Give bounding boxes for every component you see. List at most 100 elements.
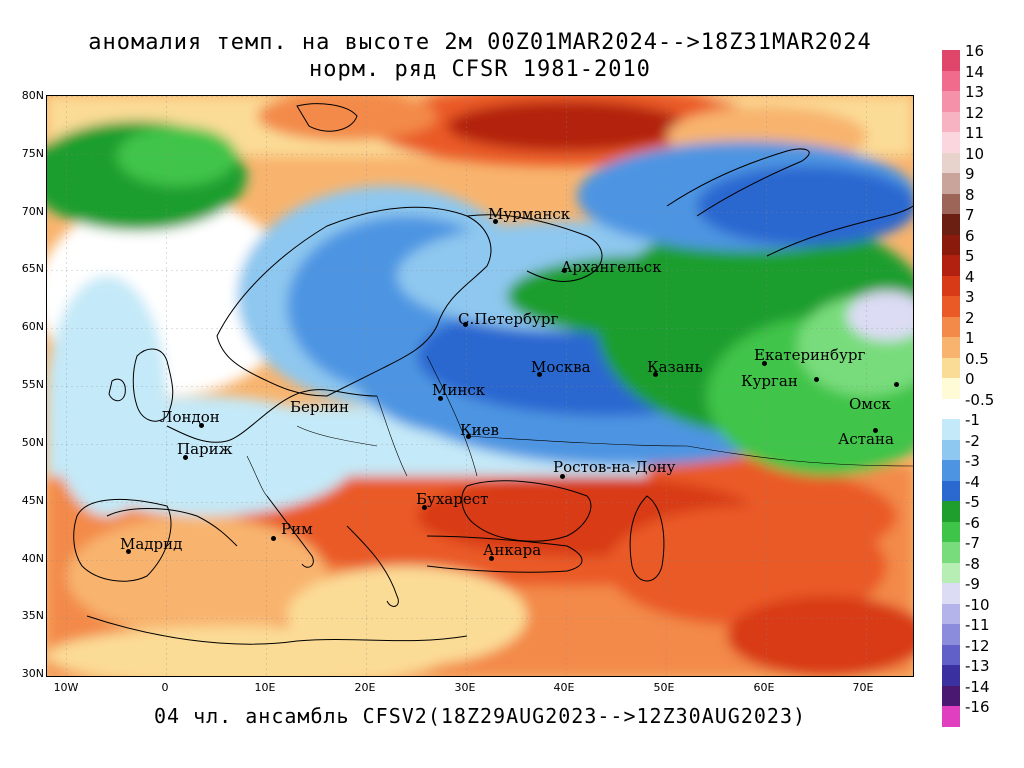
legend-swatch [942, 193, 960, 214]
legend-swatch [942, 521, 960, 542]
city-dot [463, 322, 468, 327]
legend-swatch [942, 70, 960, 91]
legend-label: 9 [965, 165, 975, 183]
legend-swatch [942, 583, 960, 604]
city-label-kyiv: Киев [460, 421, 499, 439]
city-label-kurgan: Курган [741, 372, 798, 390]
city-dot [653, 372, 658, 377]
city-label-madrid: Мадрид [120, 535, 183, 553]
legend-label: 0.5 [965, 349, 989, 368]
city-label-arkhangelsk: Архангельск [561, 258, 662, 276]
lat-tick: 45N [21, 494, 44, 507]
city-dot [271, 536, 276, 541]
lon-tick: 70E [852, 681, 874, 694]
legend-swatch [942, 501, 960, 522]
map-canvas [47, 96, 913, 676]
lat-tick: 55N [21, 378, 44, 391]
legend-label: -9 [965, 575, 980, 593]
legend-label: -12 [965, 636, 990, 655]
city-dot [873, 428, 878, 433]
legend-label: 12 [965, 103, 985, 122]
legend-label: -6 [965, 513, 980, 532]
legend-label: 16 [965, 42, 985, 60]
city-dot [183, 455, 188, 460]
legend-label: -1 [965, 411, 980, 429]
legend-label: 13 [965, 83, 985, 101]
city-dot [438, 396, 443, 401]
legend-swatch [942, 439, 960, 460]
city-label-kazan: Казань [647, 358, 703, 376]
legend-label: -8 [965, 554, 980, 573]
city-label-bucharest: Бухарест [416, 490, 489, 508]
legend-label: 5 [965, 247, 975, 265]
legend-label: 14 [965, 62, 985, 81]
lat-tick: 60N [21, 320, 44, 333]
legend-swatch [942, 603, 960, 624]
legend-swatch [942, 419, 960, 440]
lon-tick: 20E [354, 681, 376, 694]
lon-tick: 10W [53, 681, 79, 694]
legend-swatch [942, 50, 960, 71]
city-label-murmansk: Мурманск [488, 205, 571, 223]
lat-tick: 70N [21, 205, 44, 218]
city-dot [560, 474, 565, 479]
lat-tick: 50N [21, 436, 44, 449]
legend-label: -4 [965, 472, 980, 491]
lat-tick: 30N [21, 667, 44, 680]
temperature-anomaly-map [46, 95, 914, 677]
lat-tick: 35N [21, 609, 44, 622]
legend-label: 8 [965, 185, 975, 204]
legend-label: -2 [965, 431, 980, 450]
legend-swatch [942, 296, 960, 317]
legend-label: 6 [965, 226, 975, 245]
legend-swatch [942, 132, 960, 153]
legend-label: -14 [965, 677, 990, 696]
legend-swatch [942, 378, 960, 399]
city-label-rostov: Ростов-на-Дону [553, 458, 676, 476]
legend-label: -11 [965, 616, 990, 634]
city-dot [199, 423, 204, 428]
legend-label: 10 [965, 144, 985, 163]
city-label-moscow: Москва [531, 358, 591, 376]
legend-label: 11 [965, 124, 985, 142]
lon-tick: 50E [653, 681, 675, 694]
city-dot [493, 219, 498, 224]
legend-swatch [942, 214, 960, 235]
city-dot [894, 382, 899, 387]
legend-swatch [942, 644, 960, 665]
city-label-rome: Рим [281, 520, 313, 538]
legend-swatch [942, 234, 960, 255]
lon-tick: 40E [553, 681, 575, 694]
lat-tick: 75N [21, 147, 44, 160]
city-dot [466, 434, 471, 439]
lon-tick: 30E [454, 681, 476, 694]
ensemble-caption: 04 чл. ансамбль CFSV2(18Z29AUG2023-->12Z… [153, 704, 807, 728]
map-title: аномалия темп. на высоте 2м 00Z01MAR2024… [88, 30, 872, 55]
lon-tick: 10E [254, 681, 276, 694]
legend-swatch [942, 562, 960, 583]
city-dot [422, 505, 427, 510]
city-label-omsk: Омск [849, 395, 891, 413]
legend-swatch [942, 685, 960, 706]
legend-swatch [942, 398, 960, 419]
legend-swatch [942, 91, 960, 112]
city-label-berlin: Берлин [290, 398, 350, 416]
legend-swatch [942, 460, 960, 481]
city-dot [489, 556, 494, 561]
legend-swatch [942, 480, 960, 501]
legend-swatch [942, 173, 960, 194]
legend-label: -5 [965, 493, 980, 511]
city-dot [537, 372, 542, 377]
legend-label: 7 [965, 206, 975, 224]
legend-label: -10 [965, 595, 990, 614]
lon-tick: 60E [753, 681, 775, 694]
lat-tick: 40N [21, 552, 44, 565]
legend-swatch [942, 357, 960, 378]
legend-label: 2 [965, 308, 975, 327]
legend-swatch [942, 255, 960, 276]
legend-swatch [942, 665, 960, 686]
lat-tick: 80N [21, 89, 44, 102]
city-label-ankara: Анкара [483, 541, 542, 559]
legend-label: -0.5 [965, 390, 995, 409]
borders [246, 355, 913, 497]
